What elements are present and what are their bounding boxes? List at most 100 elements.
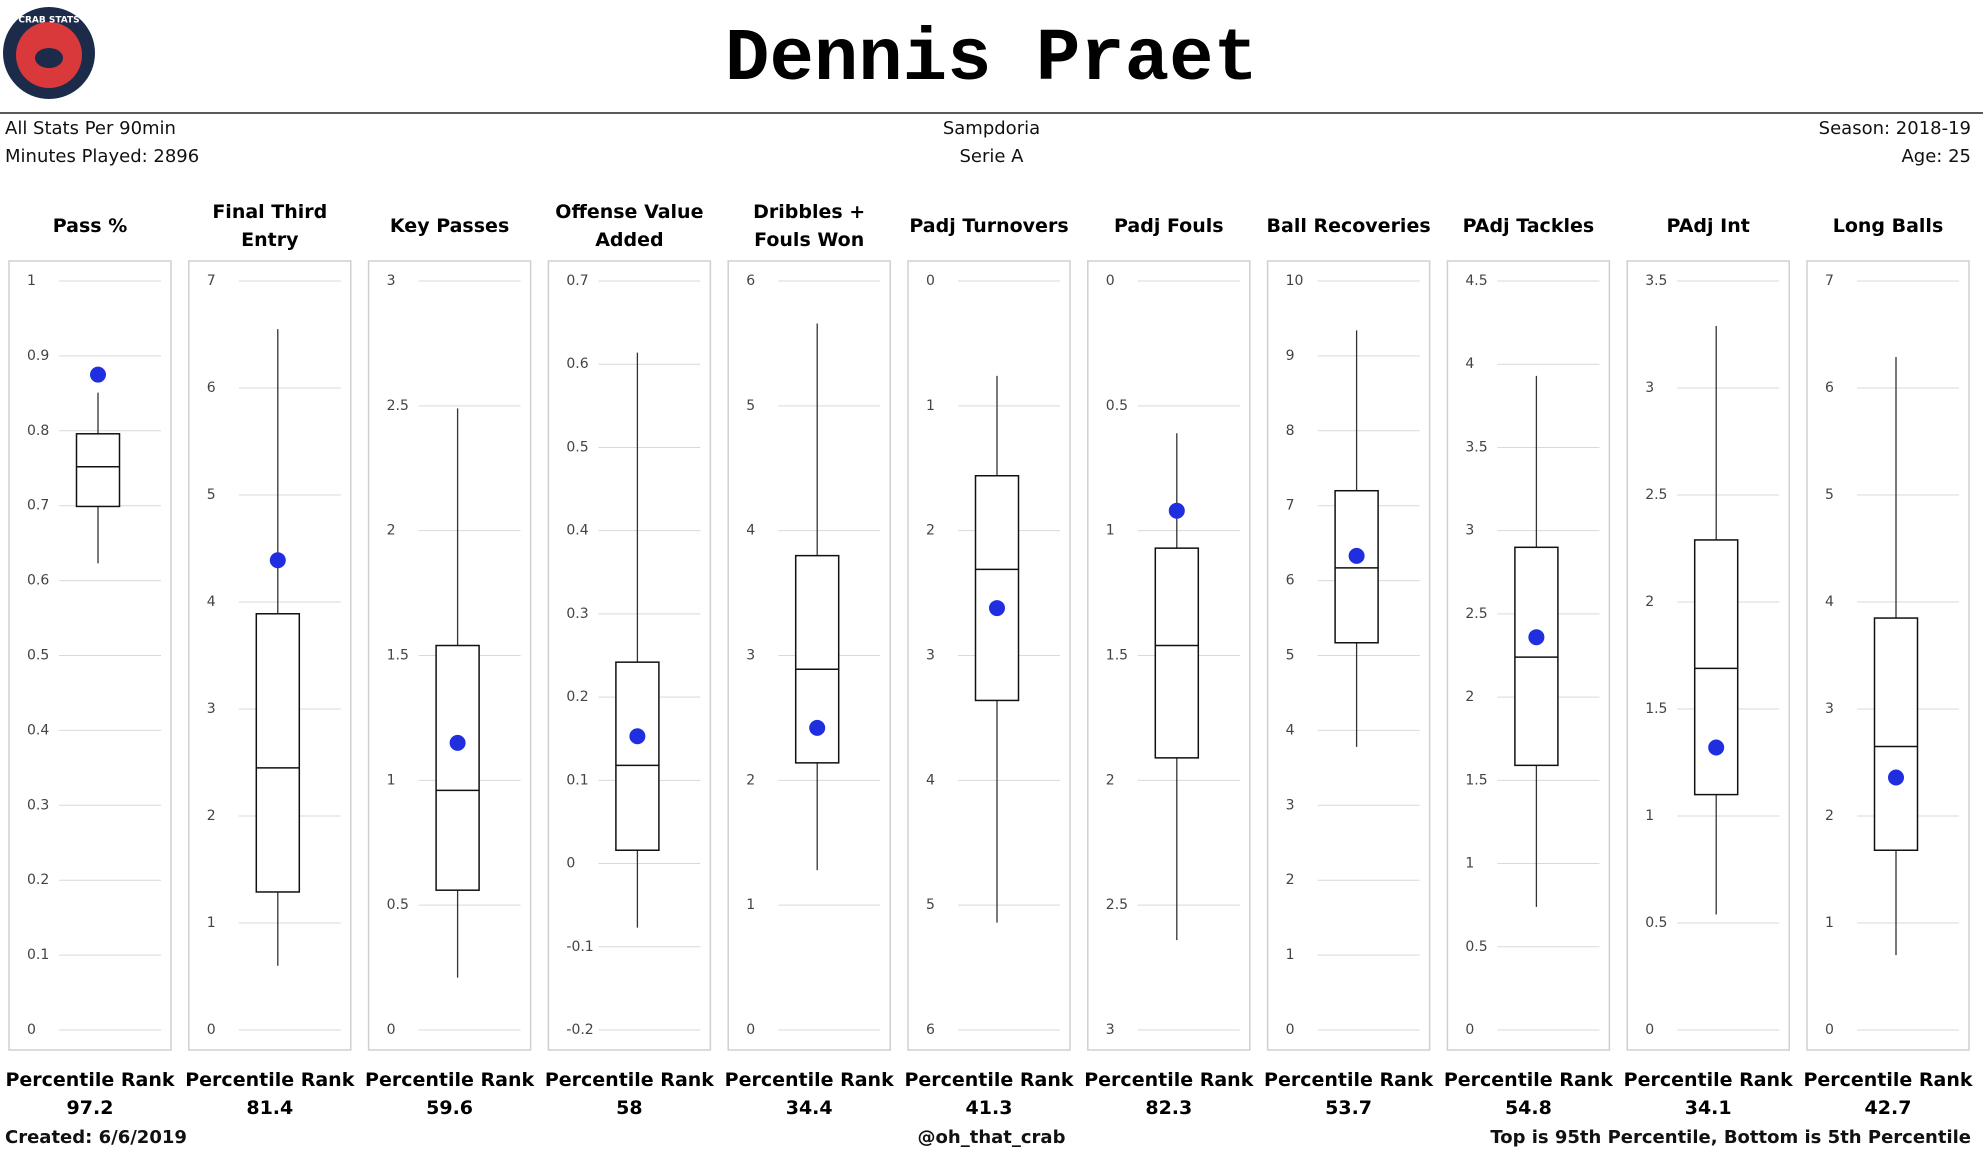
y-tick-label: 0 [566, 856, 575, 872]
y-tick-label: 0.3 [566, 606, 588, 622]
box [1514, 546, 1559, 767]
info: All Stats Per 90min [5, 118, 176, 139]
y-tick-label: 0 [207, 1022, 216, 1038]
rank-value: 82.3 [1145, 1097, 1193, 1119]
rank-label: Percentile Rank [1623, 1069, 1793, 1091]
y-tick-label: 1 [926, 398, 935, 414]
y-tick-label: 3 [1825, 701, 1834, 717]
y-tick-label: 6 [746, 273, 755, 289]
box [1693, 539, 1739, 796]
y-tick-label: 0 [746, 1022, 755, 1038]
y-tick-label: 5 [207, 487, 216, 503]
rank-label: Percentile Rank [544, 1069, 714, 1091]
y-tick-label: 5 [1825, 487, 1834, 503]
rank-label: Percentile Rank [1084, 1069, 1254, 1091]
y-tick-label: 1 [1825, 915, 1834, 931]
box [75, 433, 121, 508]
y-tick-label: 1 [207, 915, 216, 931]
footer: Top is 95th Percentile, Bottom is 5th Pe… [1490, 1127, 1971, 1148]
info: Age: 25 [1901, 146, 1971, 167]
y-tick-label: 2.5 [387, 398, 409, 414]
panel [8, 260, 172, 1051]
y-tick-label: 1.5 [387, 648, 409, 664]
y-tick-label: 1 [746, 897, 755, 913]
y-tick-label: 5 [746, 398, 755, 414]
y-tick-label: 2 [387, 523, 396, 539]
y-tick-label: 2 [926, 523, 935, 539]
box [1154, 547, 1200, 759]
box [1334, 489, 1379, 644]
footer: Created: 6/6/2019 [5, 1127, 187, 1148]
panel [727, 260, 891, 1051]
rank-label: Percentile Rank [724, 1069, 894, 1091]
y-tick-label: 2 [746, 772, 755, 788]
y-tick-label: 3.5 [1465, 439, 1487, 455]
y-tick-label: 2.5 [1106, 897, 1128, 913]
y-tick-label: 1 [1465, 856, 1474, 872]
logo-crab [35, 48, 63, 68]
player-dot [90, 366, 106, 383]
y-tick-label: 2 [1645, 594, 1654, 610]
y-tick-label: 0 [1286, 1022, 1295, 1038]
panel [367, 260, 532, 1051]
y-tick-label: 2 [1286, 872, 1295, 888]
y-tick-label: 5 [1286, 648, 1295, 664]
rank-value: 53.7 [1325, 1097, 1373, 1119]
y-tick-label: 7 [1825, 273, 1834, 289]
panel-title: Dribbles + Fouls Won [753, 201, 866, 251]
y-tick-label: 0.6 [27, 573, 49, 589]
y-tick-label: 0 [926, 273, 935, 289]
y-tick-label: 3 [387, 273, 396, 289]
player-dot [449, 734, 466, 751]
y-tick-label: 3 [926, 648, 935, 664]
player-dot [629, 728, 646, 745]
y-tick-label: 0.4 [27, 722, 49, 738]
rank-label: Percentile Rank [185, 1069, 355, 1091]
rank-value: 34.4 [785, 1097, 833, 1119]
panel-title: Ball Recoveries [1266, 215, 1431, 237]
y-tick-label: 1 [1645, 808, 1654, 824]
y-tick-label: 4 [1465, 356, 1474, 372]
y-tick-label: 0 [1106, 273, 1115, 289]
rank-value: 41.3 [965, 1097, 1013, 1119]
y-tick-label: 6 [1286, 573, 1295, 589]
y-tick-label: 4 [1286, 722, 1295, 738]
y-tick-label: 0.6 [566, 356, 588, 372]
panel [1446, 260, 1611, 1051]
y-tick-label: 0.5 [1645, 915, 1667, 931]
footer: @oh_that_crab [917, 1127, 1066, 1148]
y-tick-label: 1.5 [1645, 701, 1667, 717]
y-tick-label: 0.9 [27, 348, 49, 364]
y-tick-label: 3 [1465, 523, 1474, 539]
rank-value: 97.2 [66, 1097, 114, 1119]
y-tick-label: 3.5 [1645, 273, 1667, 289]
player-dot [1168, 502, 1185, 519]
y-tick-label: 2 [1106, 772, 1115, 788]
y-tick-label: 0 [387, 1022, 396, 1038]
y-tick-label: 0.1 [27, 947, 49, 963]
y-tick-label: 0 [27, 1022, 36, 1038]
info: Sampdoria [942, 118, 1041, 139]
panel-title: Final Third Entry [212, 201, 328, 251]
panel-title: PAdj Int [1666, 215, 1750, 237]
player-dot [1348, 547, 1365, 564]
y-tick-label: 2.5 [1465, 606, 1487, 622]
panel-title: PAdj Tackles [1462, 215, 1595, 237]
y-tick-label: 1.5 [1465, 772, 1487, 788]
y-tick-label: 3 [746, 648, 755, 664]
rank-label: Percentile Rank [904, 1069, 1074, 1091]
y-tick-label: 3 [1645, 380, 1654, 396]
panel [1266, 260, 1431, 1051]
panel [1626, 260, 1790, 1051]
y-tick-label: 5 [926, 897, 935, 913]
rank-label: Percentile Rank [1803, 1069, 1973, 1091]
y-tick-label: 2.5 [1645, 487, 1667, 503]
box [255, 613, 301, 893]
box [615, 661, 660, 851]
y-tick-label: 0.3 [27, 797, 49, 813]
player-dot [989, 600, 1005, 617]
logo-text: CRAB STATS [18, 16, 79, 26]
y-tick-label: 8 [1286, 423, 1295, 439]
info: Season: 2018-19 [1818, 118, 1971, 139]
panel [188, 260, 352, 1051]
